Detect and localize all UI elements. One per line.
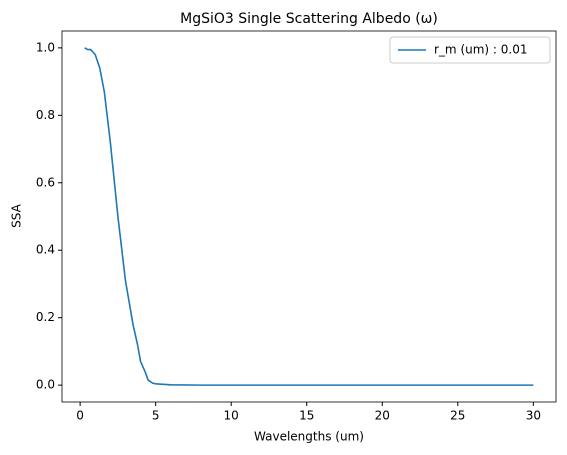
x-tick-label: 20 (375, 409, 390, 423)
y-tick-label: 0.4 (36, 243, 55, 257)
plot-frame (61, 30, 557, 403)
y-tick-label: 0.0 (36, 378, 55, 392)
legend-label: r_m (um) : 0.01 (434, 43, 528, 57)
x-axis-label: Wavelengths (um) (254, 430, 364, 444)
y-axis-label: SSA (10, 203, 24, 227)
y-tick-label: 1.0 (36, 40, 55, 54)
y-tick-label: 0.8 (36, 108, 55, 122)
legend-box (389, 36, 551, 64)
x-tick-label: 15 (299, 409, 314, 423)
y-tick-label: 0.6 (36, 175, 55, 189)
x-tick-label: 25 (450, 409, 465, 423)
x-tick-label: 10 (224, 409, 239, 423)
x-tick-label: 0 (76, 409, 84, 423)
data-line (84, 47, 534, 386)
chart-title: MgSiO3 Single Scattering Albedo (ω) (180, 11, 438, 27)
x-tick-label: 30 (526, 409, 541, 423)
y-tick-label: 0.2 (36, 310, 55, 324)
x-tick-label: 5 (152, 409, 160, 423)
